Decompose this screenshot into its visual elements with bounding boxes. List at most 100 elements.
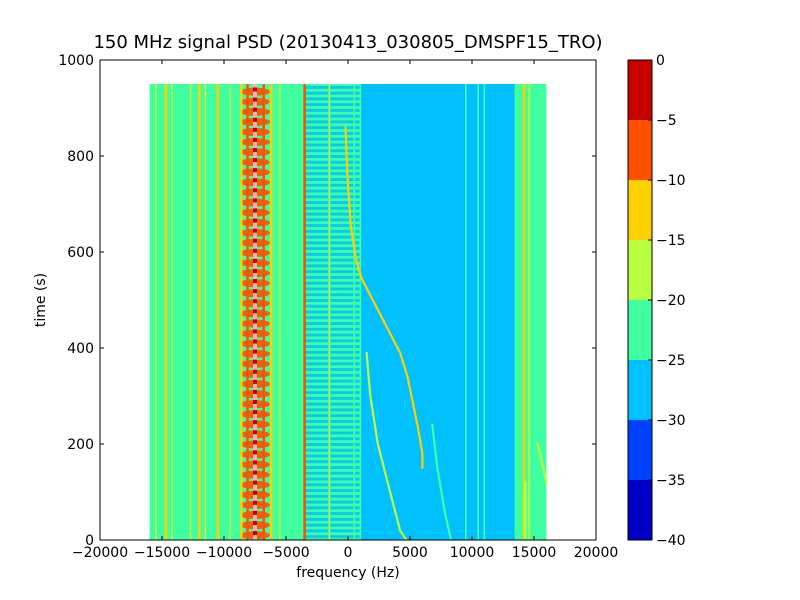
heatmap-striation — [304, 247, 361, 251]
carrier-dash — [253, 152, 257, 159]
heatmap-striation — [304, 172, 361, 176]
heatmap-striation — [304, 131, 361, 135]
colorbar-tick-label: −20 — [656, 293, 686, 309]
spectral-line — [477, 84, 479, 540]
spectral-line — [240, 84, 243, 540]
colorbar-tick-label: −5 — [656, 113, 677, 129]
heatmap-striation — [304, 178, 361, 181]
colorbar-tick-label: −10 — [656, 173, 686, 189]
x-tick-label: −5000 — [262, 545, 309, 561]
spectral-line — [303, 84, 306, 540]
x-tick-label: −20000 — [72, 545, 128, 561]
heatmap-striation — [304, 275, 361, 279]
carrier-dash — [253, 121, 257, 128]
doppler-track — [431, 423, 452, 542]
heatmap-striation — [304, 419, 361, 423]
heatmap-striation — [304, 85, 361, 89]
heatmap-striation — [304, 425, 361, 429]
heatmap-striation — [304, 114, 361, 118]
heatmap-striation — [304, 442, 361, 446]
heatmap-striation — [304, 385, 361, 389]
heatmap-striation — [304, 252, 361, 256]
heatmap-striation — [304, 448, 361, 452]
y-tick-label: 200 — [67, 437, 94, 453]
carrier-dash — [253, 81, 257, 88]
carrier-dash — [253, 525, 257, 531]
y-axis: 0 200 400 600 800 1000 — [58, 53, 596, 549]
carrier-dash — [253, 91, 257, 98]
carrier-dash — [253, 262, 257, 269]
heatmap-striation — [304, 333, 361, 337]
spectral-line — [204, 84, 207, 540]
carrier-dash — [253, 212, 257, 219]
carrier-dash — [253, 323, 257, 330]
heatmap-striation — [304, 120, 361, 124]
y-tick-label: 1000 — [58, 53, 94, 69]
x-tick-label: 20000 — [574, 545, 619, 561]
carrier-dash — [253, 514, 257, 521]
heatmap-striation — [304, 402, 361, 406]
heatmap-striation — [304, 195, 361, 199]
heatmap-striation — [304, 241, 361, 245]
heatmap-striation — [304, 500, 361, 504]
heatmap-striation — [304, 160, 361, 164]
carrier-dash — [253, 242, 257, 249]
carrier-dash — [253, 202, 257, 209]
x-tick-label: −10000 — [196, 545, 252, 561]
spectral-line — [528, 84, 530, 540]
heatmap-striation — [304, 414, 361, 418]
colorbar-segment — [628, 300, 652, 360]
spectral-line — [189, 84, 192, 540]
heatmap-striation — [304, 471, 361, 475]
heatmap-striation — [304, 396, 361, 400]
colorbar-tick-label: −40 — [656, 533, 686, 549]
chart-title: 150 MHz signal PSD (20130413_030805_DMSP… — [93, 32, 602, 53]
heatmap-striation — [304, 126, 361, 130]
carrier-dash — [253, 343, 257, 350]
heatmap-striation — [304, 408, 361, 412]
heatmap-region — [515, 84, 547, 540]
y-axis-label: time (s) — [33, 273, 49, 327]
carrier-dash — [253, 424, 257, 431]
y-tick-label: 800 — [67, 149, 94, 165]
heatmap-striation — [304, 189, 361, 193]
colorbar-segment — [628, 360, 652, 420]
spectral-line — [171, 84, 173, 540]
heatmap-striation — [304, 327, 361, 331]
heatmap-striation — [304, 97, 361, 101]
carrier-dash — [253, 182, 257, 189]
heatmap-striation — [304, 506, 361, 510]
heatmap-striation — [304, 437, 361, 441]
heatmap-striation — [304, 523, 361, 527]
heatmap-striation — [304, 304, 361, 308]
heatmap-striation — [304, 212, 361, 216]
colorbar-segment — [628, 180, 652, 240]
spectral-line — [465, 84, 467, 540]
carrier-dash — [253, 494, 257, 501]
heatmap-striation — [304, 103, 361, 107]
heatmap-striation — [304, 224, 361, 228]
heatmap-region — [149, 84, 305, 540]
carrier-dash — [253, 414, 257, 421]
heatmap-striation — [304, 517, 361, 521]
colorbar-tick-label: 0 — [656, 53, 665, 69]
heatmap-striation — [304, 166, 361, 170]
carrier-dash — [253, 222, 257, 229]
x-tick-label: −15000 — [134, 545, 190, 561]
carrier-dash — [253, 353, 257, 360]
carrier-dash — [253, 141, 257, 148]
carrier-dash — [253, 404, 257, 411]
colorbar-segment — [628, 60, 652, 120]
heatmap — [149, 81, 548, 542]
carrier-dash — [253, 101, 257, 108]
doppler-track — [365, 351, 408, 542]
heatmap-striation — [304, 489, 361, 493]
heatmap-striation — [304, 466, 361, 469]
heatmap-striation — [304, 350, 361, 354]
spectral-line — [353, 84, 355, 540]
doppler-track — [344, 126, 424, 470]
heatmap-striation — [304, 310, 361, 314]
spectral-line — [262, 84, 265, 540]
heatmap-striation — [304, 270, 361, 274]
